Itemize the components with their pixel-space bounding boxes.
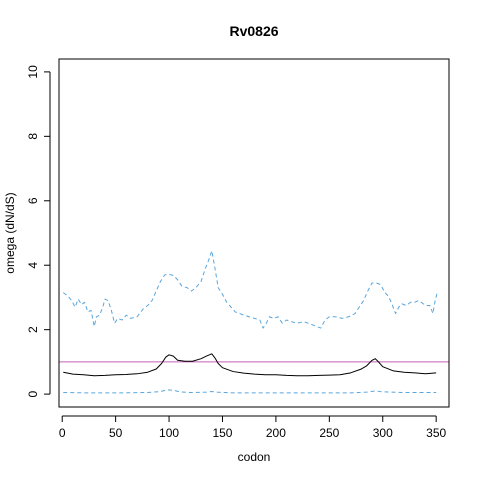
- x-tick-label: 150: [212, 426, 232, 440]
- x-tick-label: 50: [109, 426, 123, 440]
- x-tick-label: 250: [319, 426, 339, 440]
- chart-title: Rv0826: [229, 23, 278, 39]
- x-axis-label: codon: [238, 450, 271, 464]
- series-line-2: [62, 250, 438, 329]
- y-tick-label: 2: [26, 326, 40, 333]
- x-tick-label: 300: [373, 426, 393, 440]
- y-tick-label: 8: [26, 133, 40, 140]
- y-tick-label: 4: [26, 262, 40, 269]
- y-tick-label: 0: [26, 390, 40, 397]
- x-tick-label: 0: [59, 426, 66, 440]
- axis-layer: 0 50 100 150 200 250 300 350 0 2 4 6 8 10: [26, 65, 447, 440]
- series-layer: [59, 250, 449, 394]
- x-tick-label: 200: [266, 426, 286, 440]
- series-line-1: [63, 353, 437, 377]
- y-axis-label: omega (dN/dS): [3, 192, 17, 273]
- x-tick-label: 100: [159, 426, 179, 440]
- y-tick-label: 10: [26, 65, 40, 79]
- plot-frame: [58, 58, 450, 408]
- y-tick-label: 6: [26, 197, 40, 204]
- series-line-3: [63, 389, 437, 394]
- x-tick-label: 350: [426, 426, 446, 440]
